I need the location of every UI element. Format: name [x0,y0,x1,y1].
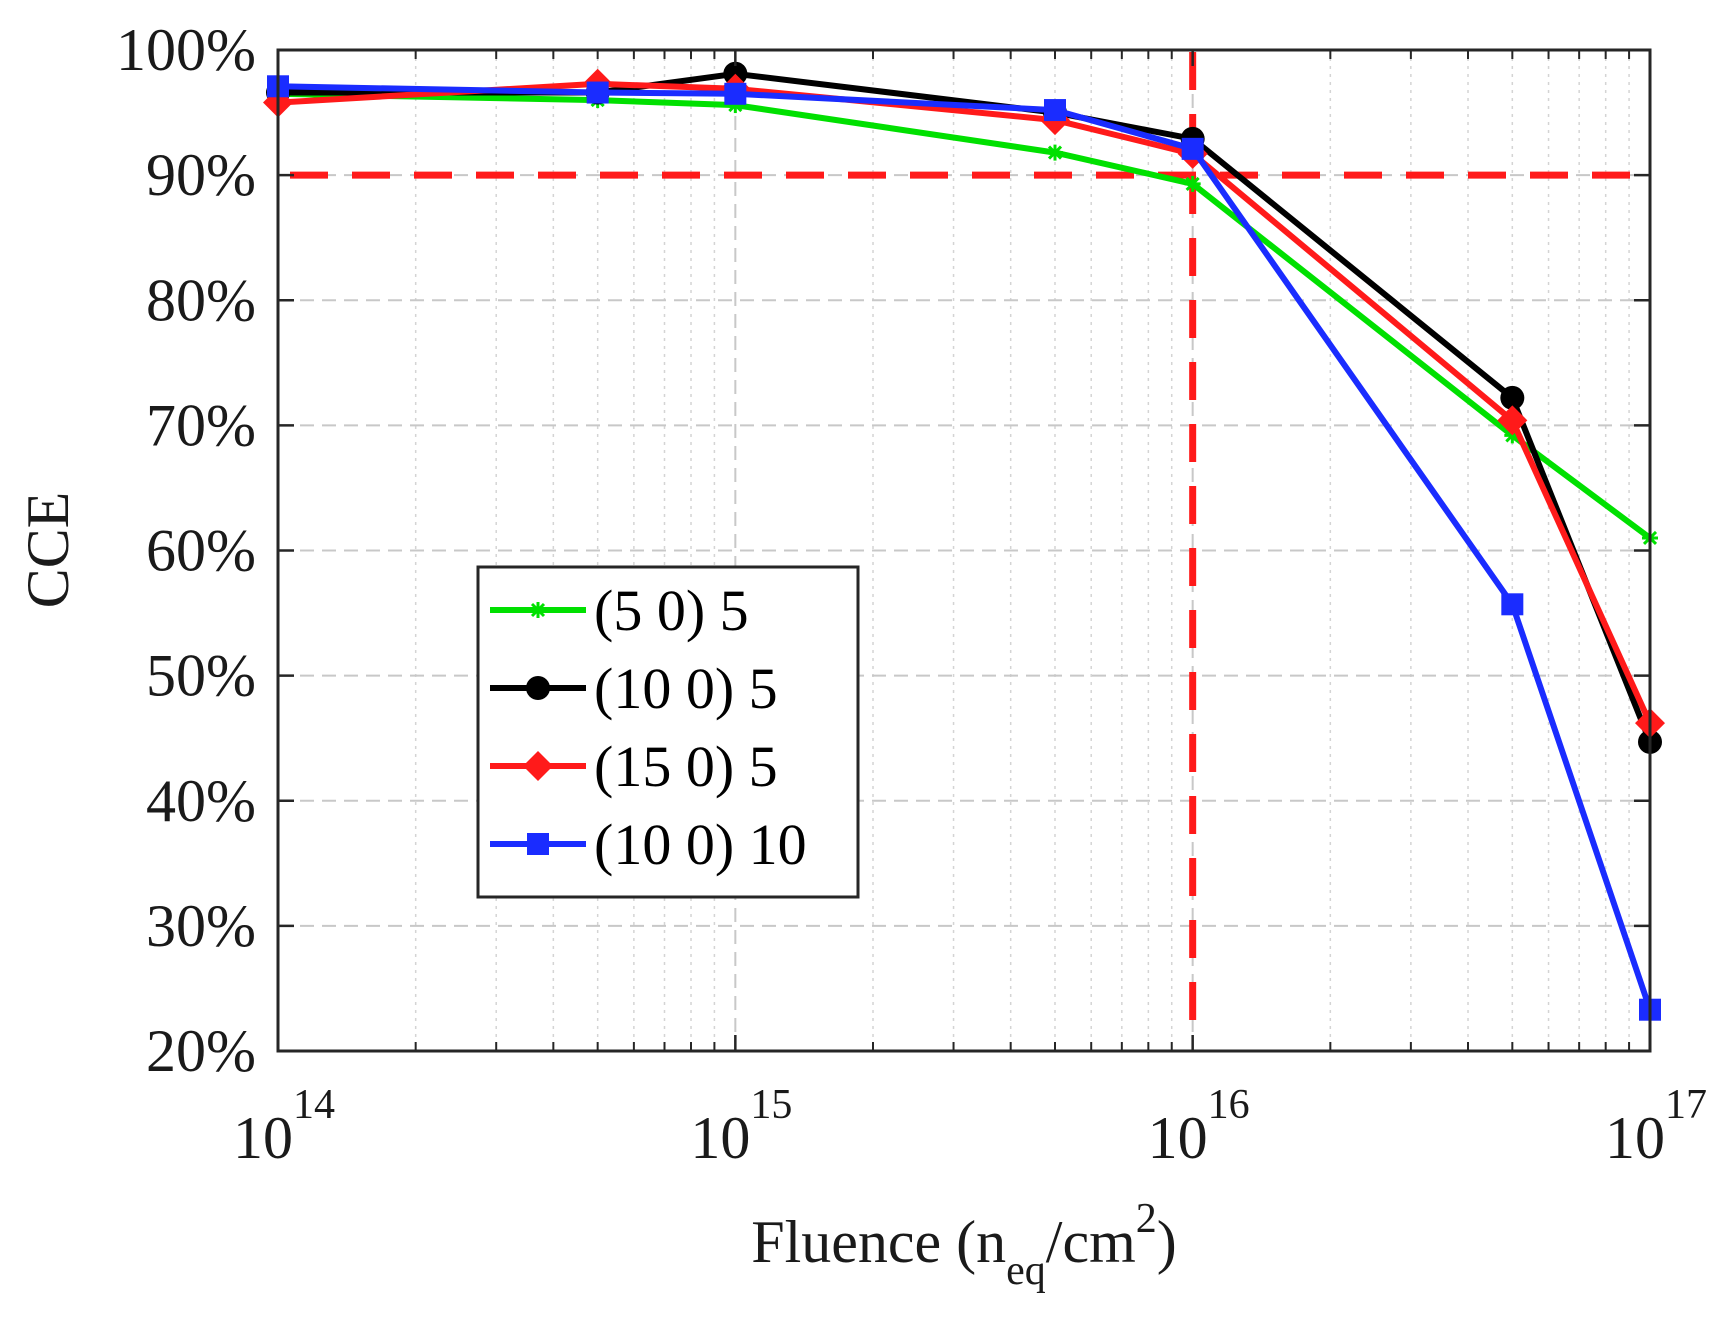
x-tick-label: 1014 [233,1082,335,1171]
x-tick-label: 1015 [690,1082,792,1171]
data-point [1184,175,1201,192]
series-3 [263,68,1665,739]
data-point [586,81,609,104]
data-point [1497,405,1528,436]
y-tick-label: 90% [146,142,256,208]
series-group [263,61,1665,1021]
y-tick-label: 20% [146,1018,256,1084]
grid [277,50,1651,1051]
x-tick-label-exponent: 16 [1208,1082,1250,1128]
marker-stroke [1047,145,1063,160]
x-tick-label: 1016 [1148,1082,1250,1171]
y-tick-label: 80% [146,267,256,333]
reference-lines [290,52,1642,1021]
data-point [723,61,748,86]
x-tick-label-base: 10 [1605,1105,1665,1171]
y-tick-label: 50% [146,643,256,709]
marker-stroke [1185,176,1200,191]
legend-item: (10 0) 5 [490,656,778,721]
x-tick-label-exponent: 15 [750,1082,792,1128]
y-axis-tick-labels: 20% 30% 40% 50% 60% 70% 80% 90% 100% [116,17,256,1084]
data-point [724,82,747,105]
x-tick-label: 1017 [1605,1082,1707,1171]
x-axis-title: Fluence (neq/cm2) [751,1196,1177,1294]
legend-swatch-marker [527,833,549,855]
legend-label: (10 0) 10 [594,812,807,877]
legend: (5 0) 5 (10 0) 5 (15 0) 5 (10 0) 10 [476,565,860,899]
data-point [1046,144,1063,161]
x-tick-label-base: 10 [1148,1105,1208,1171]
x-tick-label-base: 10 [233,1105,293,1171]
data-point [1043,99,1066,122]
legend-item: (15 0) 5 [490,734,778,799]
legend-item: (5 0) 5 [490,578,749,643]
series-4 [267,75,1661,1021]
legend-swatch-marker [530,602,546,618]
marker-stroke [530,602,546,618]
legend-label: (5 0) 5 [594,578,749,643]
data-point [1501,593,1524,616]
legend-label: (10 0) 5 [594,656,778,721]
y-axis-title: CCE [15,492,81,609]
series-2 [266,61,1662,754]
x-tick-label-exponent: 14 [293,1082,335,1128]
y-tick-label: 100% [116,17,256,83]
y-tick-label: 70% [146,392,256,458]
legend-label: (15 0) 5 [594,734,778,799]
series-1 [270,85,1658,546]
y-tick-label: 60% [146,518,256,584]
axis-ticks [276,48,1652,1053]
data-point [1500,385,1525,410]
legend-swatch-marker [526,676,550,700]
legend-swatch-marker [523,751,553,781]
series-line [277,90,1652,541]
data-point [1181,137,1204,160]
x-tick-label-base: 10 [690,1105,750,1171]
legend-item: (10 0) 10 [490,812,807,877]
y-tick-label: 30% [146,893,256,959]
x-axis-tick-labels: 1014 1015 1016 1017 [233,1082,1707,1171]
y-tick-label: 40% [146,768,256,834]
x-tick-label-exponent: 17 [1665,1082,1707,1128]
